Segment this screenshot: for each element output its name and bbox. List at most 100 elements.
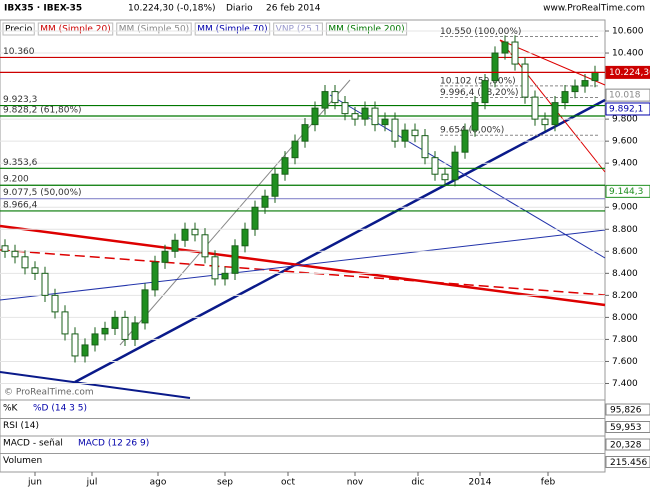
- symbol: IBX35 · IBEX-35: [4, 4, 82, 14]
- candle-body: [121, 316, 129, 340]
- candle-body: [51, 294, 59, 313]
- candle-body: [381, 118, 389, 126]
- candle-body: [221, 272, 229, 280]
- y-tick-label: 10.600: [612, 27, 644, 37]
- candle-body: [501, 41, 509, 54]
- y-tick-label: 8.000: [612, 313, 638, 323]
- candle-body: [191, 228, 199, 236]
- candle-body: [411, 129, 419, 137]
- legend-entry: MM (Simple 20): [40, 25, 110, 35]
- price-marker: [605, 184, 650, 198]
- y-tick-label: 8.400: [612, 269, 638, 279]
- candle-body: [241, 228, 249, 247]
- fib-label: 10.550 (100,00%): [440, 27, 521, 37]
- candle-body: [371, 107, 379, 126]
- legend-entry: VNP (25 1: [276, 25, 321, 35]
- level-label: 9.077,5 (50,00%): [3, 188, 82, 198]
- legend-box: [194, 22, 271, 36]
- panel-name: %K: [3, 404, 19, 414]
- candle-body: [21, 256, 29, 269]
- candle-body: [301, 124, 309, 142]
- trend-line: [0, 371, 191, 399]
- trend-line: [0, 229, 606, 301]
- candle-body: [401, 129, 409, 142]
- candle-body: [591, 71, 599, 82]
- candle-body: [451, 151, 459, 181]
- candle-body: [441, 173, 449, 181]
- price-marker: [605, 102, 650, 116]
- panel-value-box: [605, 438, 650, 451]
- panel-value: 59,953: [610, 423, 642, 433]
- level-label: 8.966,4: [3, 200, 38, 210]
- candle-body: [461, 129, 469, 153]
- y-tick-label: 9.600: [612, 137, 638, 147]
- candle-body: [321, 91, 329, 109]
- candle-body: [351, 113, 359, 120]
- price-marker-label: 10.018: [609, 91, 641, 101]
- x-tick-label: 2014: [469, 478, 492, 488]
- copyright: © ProRealTime.com: [4, 388, 94, 398]
- candle-body: [281, 157, 289, 175]
- candle-body: [211, 256, 219, 280]
- candle-body: [11, 250, 19, 258]
- x-tick-label: jun: [27, 478, 42, 488]
- candle-body: [331, 91, 339, 104]
- candle-body: [431, 157, 439, 175]
- price-marker: [605, 65, 650, 79]
- candle-body: [101, 327, 109, 335]
- candle-body: [291, 140, 299, 159]
- level-label: 10.360: [3, 47, 35, 57]
- candle-body: [151, 261, 159, 291]
- candle-body: [231, 245, 239, 274]
- panel-label: %D (14 3 5): [33, 404, 87, 414]
- candle-body: [551, 102, 559, 126]
- price: 10.224,30 (-0,18%): [128, 4, 216, 14]
- candle-body: [341, 102, 349, 115]
- legend-entry: MM (Simple 200): [328, 25, 404, 35]
- candle-body: [511, 41, 519, 65]
- candle-body: [471, 102, 479, 131]
- candle-body: [261, 195, 269, 208]
- x-tick-label: jul: [86, 478, 98, 488]
- candle-body: [81, 344, 89, 357]
- candle-body: [521, 63, 529, 98]
- y-tick-label: 8.200: [612, 291, 638, 301]
- candle-body: [91, 333, 99, 346]
- legend-box: [37, 22, 114, 36]
- y-tick-label: 9.400: [612, 159, 638, 169]
- panel-value: 95,826: [610, 406, 642, 416]
- level-label: 9.353,6: [3, 158, 38, 168]
- panel-value: 20,328: [610, 441, 642, 451]
- candle-body: [581, 80, 589, 87]
- panel-value: 215.456: [610, 458, 647, 468]
- level-label: 9.923,3: [3, 95, 37, 105]
- candle-body: [161, 250, 169, 263]
- legend-entry: MM (Simple 70): [197, 25, 267, 35]
- level-label: 9.828,2 (61,80%): [3, 106, 82, 116]
- x-tick-label: dic: [411, 478, 424, 488]
- price-marker-label: 9.892,1: [609, 104, 643, 114]
- legend-box: [116, 22, 192, 36]
- fib-label: 9.654 (0,00%): [440, 126, 504, 136]
- y-tick-label: 7.600: [612, 357, 638, 367]
- y-tick-label: 7.400: [612, 379, 638, 389]
- price-marker-label: 9.144,3: [609, 187, 643, 197]
- candle-body: [131, 322, 139, 340]
- legend-box: [2, 22, 35, 36]
- period: Diario: [226, 4, 253, 14]
- candle-body: [541, 118, 549, 126]
- candle-body: [491, 52, 499, 82]
- candle-body: [111, 316, 119, 329]
- candle-body: [481, 80, 489, 104]
- candle-body: [31, 267, 39, 274]
- y-tick-label: 8.600: [612, 247, 638, 257]
- legend-box: [325, 22, 408, 36]
- x-tick-label: feb: [541, 478, 556, 488]
- fib-label: 9.996,4 (38,20%): [440, 88, 519, 98]
- candle-body: [61, 311, 69, 335]
- candle-body: [71, 333, 79, 357]
- legend-box: [273, 22, 323, 36]
- candle-body: [141, 289, 149, 324]
- candle-body: [1, 245, 9, 252]
